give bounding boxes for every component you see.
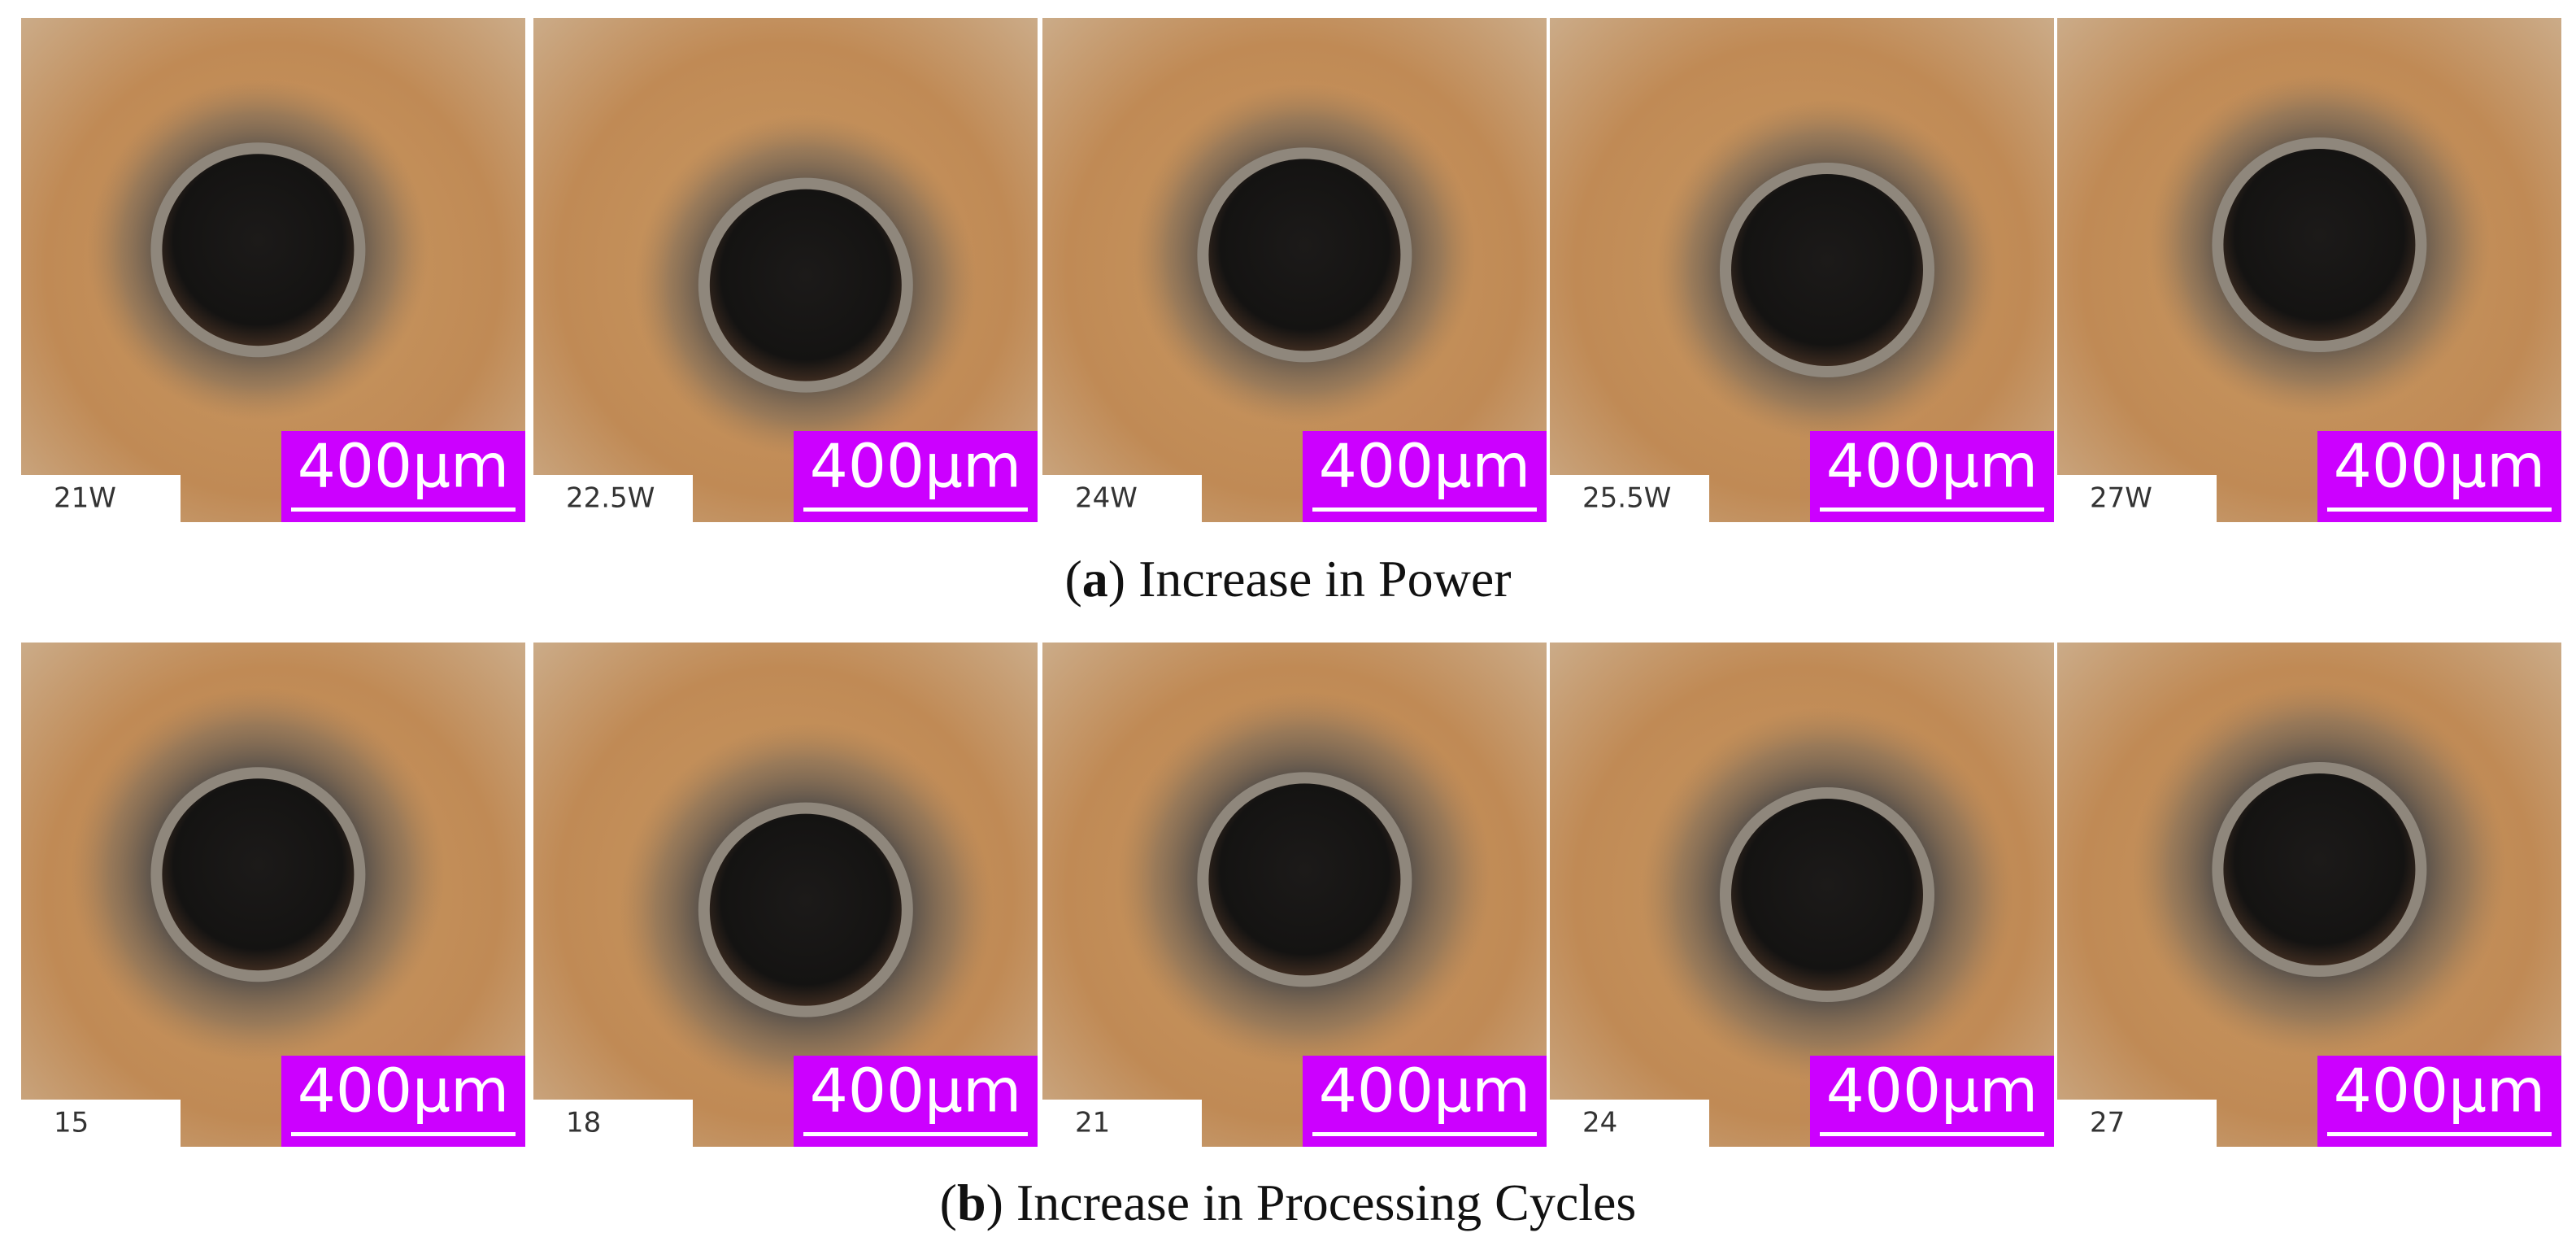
scale-bar: [2327, 1132, 2552, 1136]
caption-text: ) Increase in Power: [1108, 550, 1512, 608]
label-box: [1042, 475, 1202, 522]
micrograph-panel: 27W 400μm: [2057, 18, 2561, 522]
scale-box: [281, 1056, 525, 1147]
scale-label: 400μm: [1319, 1056, 1530, 1126]
label-box: [533, 475, 693, 522]
caption-prefix: (: [1064, 550, 1081, 608]
scale-bar: [1820, 1132, 2044, 1136]
scale-box: [1810, 431, 2054, 522]
label-box: [533, 1100, 693, 1147]
caption-letter: b: [957, 1174, 986, 1231]
hole: [1731, 799, 1923, 991]
scale-label: 400μm: [1826, 432, 2038, 502]
micrograph-panel: 18 400μm: [533, 643, 1038, 1147]
scale-bar: [1312, 1132, 1537, 1136]
panel-label: 27W: [2090, 482, 2152, 515]
scale-bar: [291, 508, 516, 512]
panel-label: 21: [1075, 1107, 1110, 1139]
panel-label: 22.5W: [566, 482, 655, 515]
caption: (a) Increase in Power: [1064, 550, 1511, 608]
hole: [2223, 149, 2416, 341]
caption-prefix: (: [940, 1174, 957, 1231]
panel-label: 24W: [1075, 482, 1138, 515]
panel-label: 21W: [54, 482, 116, 515]
scale-box: [1303, 431, 1547, 522]
hole: [1208, 159, 1401, 351]
caption: (b) Increase in Processing Cycles: [940, 1174, 1637, 1231]
micrograph-panel: 25.5W 400μm: [1550, 18, 2054, 522]
caption-text: ) Increase in Processing Cycles: [986, 1174, 1637, 1231]
scale-box: [2317, 1056, 2561, 1147]
scale-box: [794, 1056, 1038, 1147]
scale-bar: [291, 1132, 516, 1136]
scale-box: [794, 431, 1038, 522]
scale-label: 400μm: [298, 1056, 509, 1126]
hole: [1731, 174, 1923, 366]
hole: [709, 813, 902, 1006]
scale-bar: [1312, 508, 1537, 512]
scale-bar: [803, 508, 1028, 512]
micrograph-panel: 21 400μm: [1042, 643, 1547, 1147]
label-box: [2057, 1100, 2217, 1147]
label-box: [1550, 475, 1709, 522]
panel-label: 27: [2090, 1107, 2125, 1139]
label-box: [1550, 1100, 1709, 1147]
scale-bar: [803, 1132, 1028, 1136]
scale-label: 400μm: [2334, 432, 2545, 502]
micrograph-panel: 24W 400μm: [1042, 18, 1547, 522]
caption-letter: a: [1082, 550, 1108, 608]
scale-box: [281, 431, 525, 522]
scale-bar: [1820, 508, 2044, 512]
hole: [162, 154, 355, 346]
micrograph-panel: 15 400μm: [21, 643, 525, 1147]
hole: [162, 778, 355, 971]
panel-label: 15: [54, 1107, 89, 1139]
micrograph-panel: 22.5W 400μm: [533, 18, 1038, 522]
panel-label: 18: [566, 1107, 601, 1139]
hole: [709, 189, 902, 381]
scale-label: 400μm: [298, 432, 509, 502]
label-box: [1042, 1100, 1202, 1147]
scale-label: 400μm: [1826, 1056, 2038, 1126]
scale-box: [2317, 431, 2561, 522]
panel-label: 25.5W: [1582, 482, 1671, 515]
micrograph-panel: 27 400μm: [2057, 643, 2561, 1147]
micrograph-panel: 24 400μm: [1550, 643, 2054, 1147]
hole: [1208, 783, 1401, 976]
hole: [2223, 773, 2416, 965]
scale-label: 400μm: [1319, 432, 1530, 502]
scale-box: [1810, 1056, 2054, 1147]
label-box: [2057, 475, 2217, 522]
micrograph-panel: 21W 400μm: [21, 18, 525, 522]
label-box: [21, 475, 181, 522]
panel-label: 24: [1582, 1107, 1617, 1139]
label-box: [21, 1100, 181, 1147]
scale-label: 400μm: [810, 432, 1021, 502]
scale-bar: [2327, 508, 2552, 512]
scale-label: 400μm: [810, 1056, 1021, 1126]
scale-label: 400μm: [2334, 1056, 2545, 1126]
scale-box: [1303, 1056, 1547, 1147]
